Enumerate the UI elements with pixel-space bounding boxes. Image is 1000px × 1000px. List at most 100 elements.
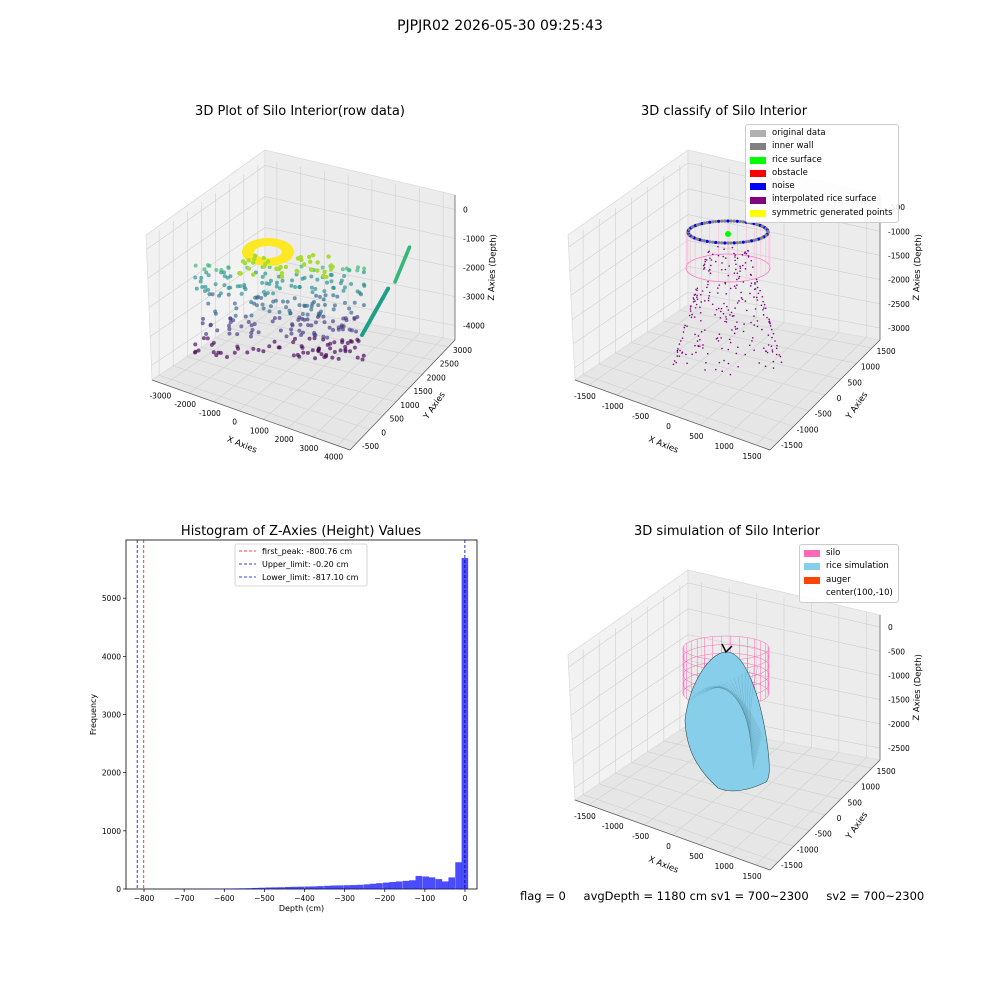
scatter-point [336, 327, 341, 332]
scatter-point [249, 300, 254, 305]
scatter-point [306, 323, 311, 328]
scatter-point [314, 293, 319, 298]
classify-point [738, 219, 742, 224]
classify-point [722, 255, 725, 258]
scatter-point [193, 342, 198, 347]
classify-point [707, 280, 709, 283]
classify-point [731, 329, 733, 331]
scatter-point [201, 336, 206, 341]
classify-point [690, 316, 693, 319]
histogram-bar [461, 558, 469, 889]
y-tick-label: 1000 [861, 783, 880, 792]
scatter-point [267, 265, 272, 270]
classify-point [727, 309, 730, 311]
classify-point [717, 245, 719, 248]
grid-line-y [201, 202, 396, 403]
classify-point [744, 240, 748, 244]
y-tick-label: 1000 [861, 363, 880, 372]
scatter-point [361, 303, 366, 308]
scatter-point [290, 278, 295, 283]
histogram-bar [389, 882, 397, 889]
classify-point [736, 257, 739, 260]
scatter-point [347, 306, 352, 311]
classify-point [724, 257, 727, 259]
classify-point [707, 283, 709, 286]
scatter-point [214, 267, 219, 272]
classify-point [705, 221, 709, 225]
legend-entry-center: center(100,-10) [804, 587, 893, 600]
scatter-point [228, 274, 233, 279]
y-axis-line [769, 759, 881, 871]
scatter-point [279, 271, 285, 276]
scatter-point [302, 275, 307, 280]
classify-point [739, 270, 741, 272]
scatter-point [240, 259, 246, 264]
scatter-point [205, 336, 210, 341]
histogram-bar [409, 880, 416, 889]
x-axis-label: Depth (cm) [279, 904, 324, 913]
classify-point [677, 348, 679, 350]
simulation-shapes [682, 635, 770, 792]
legend-label: first_peak: -800.76 cm [262, 547, 352, 556]
classify-point [758, 362, 761, 364]
classify-point [717, 241, 721, 245]
histogram-bar [336, 885, 344, 889]
grid-line-y [172, 220, 370, 430]
scatter-point [226, 265, 231, 270]
scatter-point [206, 301, 211, 306]
scatter-point [243, 287, 248, 292]
classify-point [711, 240, 715, 244]
classify-point [696, 298, 699, 301]
grid-line-z [570, 634, 881, 716]
panel-classify: 3D classify of Silo Interior -1500 -1000-… [500, 0, 1000, 500]
classify-point [707, 299, 710, 302]
classify-point [692, 297, 695, 299]
classify-point [709, 272, 712, 274]
classify-point [746, 309, 748, 312]
scatter-point [263, 292, 268, 297]
scatter-point [342, 300, 347, 305]
scatter-point [210, 292, 215, 297]
scatter-point [292, 296, 297, 301]
scatter-point [227, 323, 232, 328]
scatter-point [252, 301, 257, 306]
classify-point [672, 363, 675, 366]
classify-point [769, 325, 772, 327]
grid-line-x [616, 167, 730, 396]
scatter-point [289, 327, 294, 332]
scatter-point [292, 336, 297, 341]
x-axis-line [151, 379, 351, 451]
classify-point [717, 307, 720, 310]
grid-line-x [700, 182, 812, 426]
scatter-point [341, 288, 346, 293]
classify-point [742, 264, 744, 267]
scatter-point [305, 317, 310, 322]
rice-mesh-line [748, 667, 755, 768]
histogram-bar [422, 876, 429, 889]
legend-swatch [750, 170, 766, 178]
histogram-bar [428, 877, 436, 889]
classify-point [734, 307, 736, 309]
classify-point [720, 241, 724, 245]
classify-point [770, 328, 773, 331]
scatter-point [352, 300, 357, 305]
classify-point [706, 352, 709, 355]
classify-point [739, 265, 741, 268]
classify-point [766, 351, 769, 354]
histogram-bar [442, 881, 449, 889]
classify-point [699, 293, 702, 296]
scatter-point [233, 313, 238, 318]
grid-line-y [663, 596, 857, 784]
classify-point [752, 266, 754, 268]
scatter-point [213, 309, 218, 314]
legend-label: obstacle [772, 167, 808, 178]
classify-point [697, 335, 700, 337]
scatter-point [331, 307, 336, 312]
avg-depth-text: avgDepth = 1180 cm [583, 889, 708, 903]
y-tick-label: 500 [390, 415, 405, 424]
classify-point [699, 345, 701, 347]
classify-point [735, 263, 737, 266]
grid-line-y [631, 197, 826, 396]
raw-scatter-title: 3D Plot of Silo Interior(row data) [195, 104, 405, 119]
classify-point [682, 331, 685, 333]
